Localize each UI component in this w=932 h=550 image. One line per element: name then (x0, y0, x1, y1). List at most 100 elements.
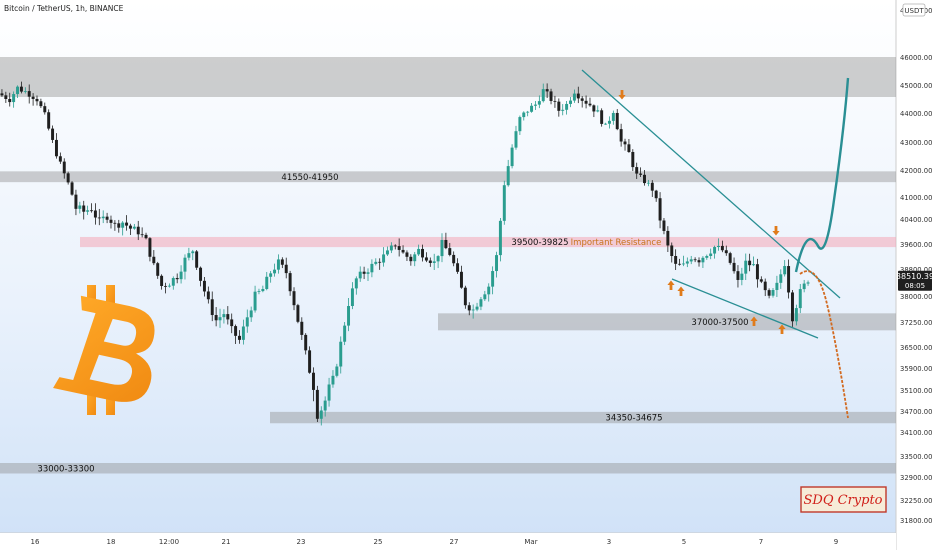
candle (148, 237, 152, 262)
candle (646, 179, 650, 187)
candle (401, 245, 405, 254)
candle (787, 259, 791, 299)
zone-label-5: 33000-33300 (37, 464, 94, 474)
candle (58, 152, 62, 164)
candle (569, 96, 572, 108)
zone-3 (438, 313, 896, 331)
candle (74, 189, 78, 216)
candle (389, 242, 393, 254)
candle (86, 205, 90, 215)
candle (518, 115, 522, 135)
y-tick-label: 36500.00 (900, 344, 932, 352)
candle (288, 270, 292, 296)
currency-badge-label: USDT (904, 7, 924, 15)
x-tick-label: 12:00 (159, 538, 179, 546)
candle (113, 220, 117, 231)
candle (713, 245, 717, 259)
candle (121, 221, 125, 236)
candle (452, 251, 456, 267)
candle (565, 100, 569, 115)
candle (701, 256, 705, 268)
candle (483, 290, 487, 302)
zone-label-2: 39500-39825 (511, 238, 568, 248)
candle (779, 269, 783, 289)
candle (23, 87, 27, 94)
buy-arrow-icon (778, 324, 786, 334)
y-tick-label: 39600.00 (900, 241, 932, 249)
candle (300, 317, 304, 340)
candle (140, 227, 144, 238)
candle (350, 282, 354, 310)
candle (54, 133, 58, 159)
candle (654, 189, 658, 202)
y-tick-label: 31800.00 (900, 517, 932, 525)
y-tick-label: 40400.00 (900, 216, 932, 224)
candle (759, 276, 763, 284)
candle (382, 247, 386, 267)
candle (467, 302, 471, 316)
candle (347, 297, 351, 332)
candle (257, 288, 261, 295)
candle (202, 277, 206, 297)
descending-trendline (581, 69, 841, 299)
candle (156, 261, 160, 279)
zone-4 (270, 411, 896, 424)
y-tick-label: 38000.00 (900, 293, 932, 301)
candle (393, 244, 397, 250)
candle (323, 396, 327, 417)
candle (47, 109, 51, 131)
candle (440, 233, 444, 263)
candle (689, 255, 693, 265)
y-tick-label: 43000.00 (900, 139, 932, 147)
candle (448, 242, 452, 257)
candle (549, 88, 553, 105)
candle (160, 274, 164, 290)
candle (623, 138, 627, 151)
candle (4, 91, 8, 103)
zone-5 (0, 463, 896, 474)
candle (767, 288, 771, 299)
y-tick-label: 44000.00 (900, 110, 932, 118)
drawings-layer (581, 69, 850, 419)
candle (592, 104, 596, 118)
bearish-projection-path (799, 270, 849, 419)
candle (522, 111, 526, 121)
candle (362, 266, 366, 280)
y-tick-label: 41000.00 (900, 194, 932, 202)
candle (331, 370, 335, 388)
candle (417, 244, 421, 256)
x-tick-label: Mar (524, 538, 537, 546)
candle (397, 238, 401, 257)
candle (19, 81, 23, 94)
candle (117, 219, 121, 233)
candle (557, 98, 561, 117)
candle (744, 253, 748, 281)
candle (179, 265, 183, 284)
candle (354, 276, 358, 295)
candle (639, 167, 643, 177)
candle (374, 258, 378, 266)
candle (717, 238, 720, 251)
candle (343, 322, 347, 346)
candle (304, 333, 308, 355)
candle (709, 248, 713, 260)
candle (273, 263, 277, 277)
currency-badge[interactable] (902, 3, 926, 17)
candle (183, 254, 187, 280)
candle (576, 86, 580, 104)
x-tick-label: 16 (31, 538, 40, 546)
zone-2 (80, 236, 896, 248)
candle (588, 97, 592, 107)
candle (195, 249, 199, 270)
candle (693, 257, 697, 263)
candle (631, 149, 635, 172)
candle (171, 276, 175, 290)
candle (218, 308, 222, 328)
candle (615, 109, 619, 131)
candle (409, 254, 413, 266)
candle (109, 215, 113, 229)
candle (405, 250, 409, 262)
current-price-marker: 38510.39 08:05 (896, 270, 932, 291)
candle (241, 319, 245, 345)
